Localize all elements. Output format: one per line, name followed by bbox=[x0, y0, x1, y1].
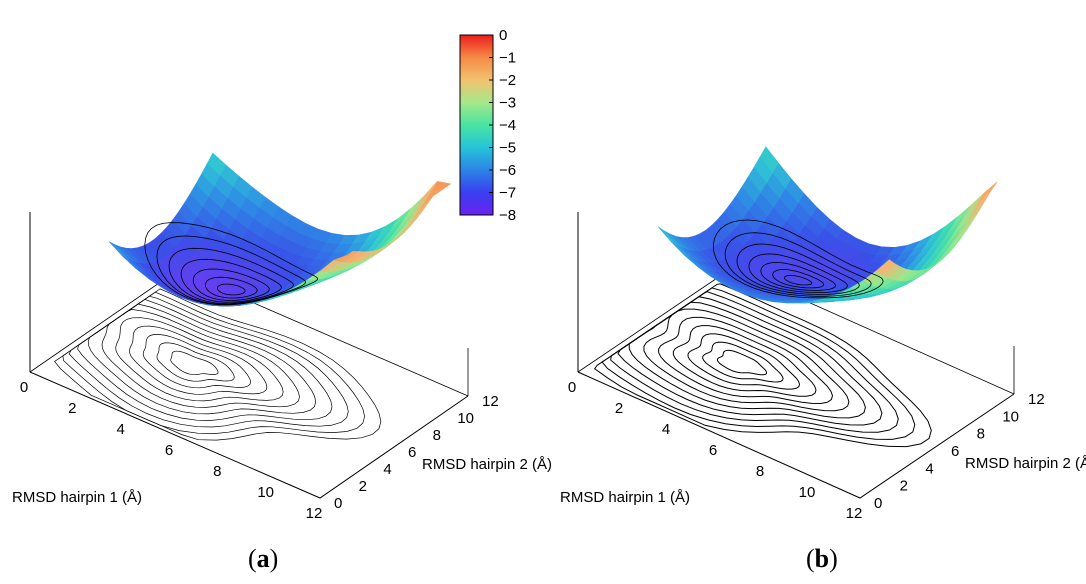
floor-contour bbox=[643, 308, 850, 412]
floor-contour bbox=[54, 288, 382, 441]
x-tick-label: 8 bbox=[756, 463, 764, 480]
x-tick-label: 4 bbox=[116, 421, 124, 438]
floor-contour bbox=[617, 296, 883, 426]
surface-contour bbox=[736, 243, 860, 295]
x-axis-label: RMSD hairpin 1 (Å) bbox=[560, 489, 690, 506]
surface-contour bbox=[192, 268, 270, 301]
floor-contour bbox=[687, 333, 801, 390]
y-tick-label: 0 bbox=[874, 495, 882, 512]
colorbar-tick-label: −4 bbox=[499, 117, 516, 134]
colorbar-gradient bbox=[459, 34, 494, 216]
surface-contour bbox=[772, 269, 825, 289]
surface-contour bbox=[712, 219, 884, 299]
colorbar-tick-label: −3 bbox=[499, 95, 516, 112]
floor-contour bbox=[87, 303, 317, 415]
floor-contour bbox=[672, 325, 817, 397]
floor-contour bbox=[658, 316, 834, 405]
y-tick-label: 2 bbox=[359, 478, 367, 495]
y-tick-label: 6 bbox=[951, 443, 959, 460]
surface-contour bbox=[144, 222, 319, 306]
floor-contour bbox=[129, 325, 268, 395]
x-tick-label: 12 bbox=[846, 505, 863, 522]
surface-patch bbox=[875, 259, 896, 276]
y-tick-label: 4 bbox=[383, 461, 391, 478]
y-tick-label: 4 bbox=[925, 460, 933, 477]
x-tick-label: 0 bbox=[568, 379, 576, 396]
y-tick-label: 10 bbox=[457, 410, 474, 427]
energy-surface bbox=[108, 152, 452, 307]
floor-contour bbox=[594, 283, 932, 448]
floor-contour bbox=[156, 342, 235, 382]
floor-contour bbox=[142, 334, 251, 389]
surface-patch bbox=[332, 251, 353, 262]
colorbar-tick-label: −7 bbox=[499, 185, 516, 202]
colorbar-tick-label: −6 bbox=[499, 162, 516, 179]
x-tick-label: 10 bbox=[257, 484, 274, 501]
surface-contour bbox=[784, 274, 813, 286]
x-tick-label: 6 bbox=[709, 442, 717, 459]
x-tick-label: 6 bbox=[165, 442, 173, 459]
surface-contour bbox=[168, 247, 294, 304]
y-tick-label: 8 bbox=[433, 427, 441, 444]
floor-contour bbox=[702, 341, 784, 383]
y-tick-label: 12 bbox=[1028, 391, 1045, 408]
panel-a-label: (a) bbox=[248, 544, 279, 573]
floor-contour bbox=[115, 317, 284, 402]
floor-axes bbox=[577, 371, 1015, 499]
floor-contour bbox=[62, 291, 365, 434]
x-tick-label: 2 bbox=[615, 400, 623, 417]
y-axis-label: RMSD hairpin 2 (Å) bbox=[965, 455, 1086, 472]
floor-contour bbox=[716, 349, 768, 376]
colorbar-tick-label: −8 bbox=[499, 207, 516, 224]
surface-contour bbox=[748, 253, 848, 294]
surface-contour bbox=[180, 258, 282, 303]
energy-surface bbox=[657, 146, 998, 304]
floor-contour bbox=[170, 350, 219, 376]
floor-contour bbox=[610, 291, 899, 433]
floor-axes bbox=[29, 371, 469, 499]
y-tick-label: 0 bbox=[334, 495, 342, 512]
y-tick-label: 8 bbox=[977, 426, 985, 443]
colorbar-tick-label: −1 bbox=[499, 50, 516, 67]
y-tick-label: 2 bbox=[900, 478, 908, 495]
y-tick-label: 10 bbox=[1002, 408, 1019, 425]
y-axis-label: RMSD hairpin 2 (Å) bbox=[422, 456, 552, 473]
x-tick-label: 8 bbox=[213, 463, 221, 480]
floor-contour bbox=[101, 309, 300, 408]
y-tick-label: 12 bbox=[482, 393, 499, 410]
colorbar-tick-label: −5 bbox=[499, 140, 516, 157]
surface-contour bbox=[216, 283, 246, 296]
y-tick-label: 6 bbox=[408, 444, 416, 461]
x-tick-label: 12 bbox=[306, 505, 323, 522]
x-tick-label: 10 bbox=[799, 484, 816, 501]
x-tick-label: 0 bbox=[20, 379, 28, 396]
x-tick-label: 4 bbox=[662, 421, 670, 438]
x-tick-label: 2 bbox=[68, 400, 76, 417]
colorbar-tick-label: −2 bbox=[499, 72, 516, 89]
floor-contour bbox=[77, 299, 333, 421]
surface-contour bbox=[204, 276, 258, 299]
panel-b-label: (b) bbox=[806, 544, 838, 573]
colorbar: 0 −1 −2 −3 −4 −5 −6 −7 −8 bbox=[459, 27, 516, 224]
x-axis-label: RMSD hairpin 1 (Å) bbox=[12, 489, 142, 506]
surface-contour bbox=[760, 261, 836, 291]
surface-contour bbox=[724, 232, 872, 297]
colorbar-tick-label: 0 bbox=[499, 27, 507, 44]
surface-contour bbox=[156, 235, 307, 305]
